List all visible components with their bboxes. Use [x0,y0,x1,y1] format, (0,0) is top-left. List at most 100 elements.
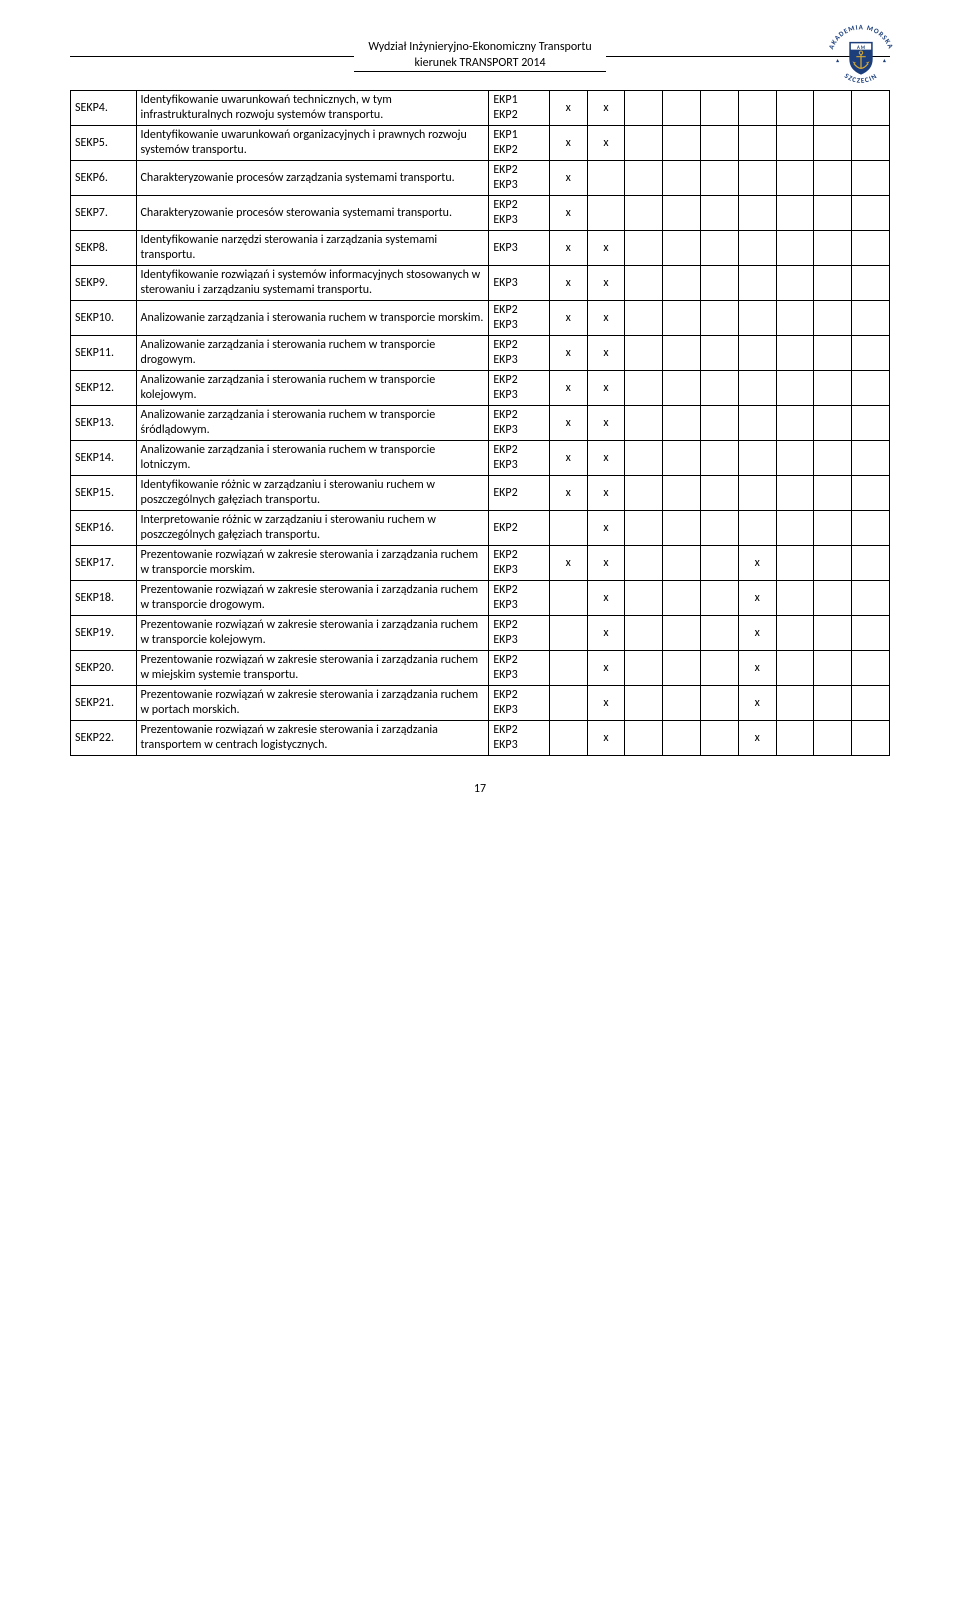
row-description: Prezentowanie rozwiązań w zakresie stero… [136,686,489,721]
mark-cell: x [549,91,587,126]
row-description: Identyfikowanie uwarunkowań technicznych… [136,91,489,126]
row-id: SEKP9. [71,266,137,301]
mark-cell [625,721,663,756]
mark-cell: x [587,301,625,336]
mark-cell [776,546,814,581]
mark-cell [814,651,852,686]
row-id: SEKP14. [71,441,137,476]
row-id: SEKP12. [71,371,137,406]
row-description: Identyfikowanie uwarunkowań organizacyjn… [136,126,489,161]
row-description: Charakteryzowanie procesów sterowania sy… [136,196,489,231]
row-id: SEKP6. [71,161,137,196]
mark-cell [738,266,776,301]
row-description: Analizowanie zarządzania i sterowania ru… [136,371,489,406]
mark-cell: x [738,546,776,581]
mark-cell [663,546,701,581]
mark-cell [776,441,814,476]
mark-cell [814,161,852,196]
mark-cell [776,616,814,651]
mark-cell [549,721,587,756]
row-description: Prezentowanie rozwiązań w zakresie stero… [136,721,489,756]
row-ekp: EKP2EKP3 [489,336,549,371]
mark-cell [814,301,852,336]
row-description: Prezentowanie rozwiązań w zakresie stero… [136,546,489,581]
row-ekp: EKP2EKP3 [489,721,549,756]
mark-cell [700,336,738,371]
table-row: SEKP12.Analizowanie zarządzania i sterow… [71,371,890,406]
mark-cell [663,126,701,161]
mark-cell [738,301,776,336]
table-row: SEKP20.Prezentowanie rozwiązań w zakresi… [71,651,890,686]
mark-cell [549,651,587,686]
table-row: SEKP16.Interpretowanie różnic w zarządza… [71,511,890,546]
row-ekp: EKP2EKP3 [489,546,549,581]
mark-cell [625,406,663,441]
mark-cell [625,231,663,266]
mark-cell [663,301,701,336]
mark-cell [776,231,814,266]
row-id: SEKP20. [71,651,137,686]
mark-cell [700,476,738,511]
mark-cell [738,231,776,266]
row-ekp: EKP2 [489,511,549,546]
mark-cell [814,196,852,231]
mark-cell [625,616,663,651]
mark-cell [625,581,663,616]
row-id: SEKP8. [71,231,137,266]
mark-cell [587,196,625,231]
header-title-block: Wydział Inżynieryjno-Ekonomiczny Transpo… [354,40,605,72]
mark-cell [738,371,776,406]
header-rule-left [70,56,354,57]
mark-cell [700,231,738,266]
mark-cell: x [587,406,625,441]
mark-cell [814,476,852,511]
row-description: Prezentowanie rozwiązań w zakresie stero… [136,581,489,616]
sekp-table: SEKP4.Identyfikowanie uwarunkowań techni… [70,90,890,756]
mark-cell [776,721,814,756]
row-ekp: EKP2EKP3 [489,301,549,336]
row-ekp: EKP2EKP3 [489,406,549,441]
table-row: SEKP4.Identyfikowanie uwarunkowań techni… [71,91,890,126]
mark-cell: x [549,161,587,196]
mark-cell [852,336,890,371]
mark-cell [700,651,738,686]
mark-cell: x [549,231,587,266]
mark-cell [700,161,738,196]
mark-cell [663,511,701,546]
table-row: SEKP21.Prezentowanie rozwiązań w zakresi… [71,686,890,721]
mark-cell [700,266,738,301]
mark-cell [852,581,890,616]
table-row: SEKP22.Prezentowanie rozwiązań w zakresi… [71,721,890,756]
mark-cell: x [587,651,625,686]
mark-cell: x [587,91,625,126]
mark-cell [852,546,890,581]
mark-cell [814,546,852,581]
row-description: Analizowanie zarządzania i sterowania ru… [136,301,489,336]
mark-cell: x [587,266,625,301]
mark-cell [852,651,890,686]
table-row: SEKP10.Analizowanie zarządzania i sterow… [71,301,890,336]
mark-cell [852,161,890,196]
mark-cell: x [587,581,625,616]
row-ekp: EKP2EKP3 [489,371,549,406]
mark-cell [625,546,663,581]
mark-cell [814,406,852,441]
mark-cell [625,161,663,196]
mark-cell [663,581,701,616]
mark-cell [852,371,890,406]
mark-cell [852,686,890,721]
mark-cell [663,686,701,721]
mark-cell [700,721,738,756]
mark-cell [663,231,701,266]
page-number: 17 [474,782,486,796]
mark-cell: x [587,476,625,511]
mark-cell [625,336,663,371]
row-description: Identyfikowanie rozwiązań i systemów inf… [136,266,489,301]
mark-cell [738,441,776,476]
mark-cell: x [738,651,776,686]
row-description: Analizowanie zarządzania i sterowania ru… [136,441,489,476]
mark-cell [700,511,738,546]
mark-cell: x [738,581,776,616]
mark-cell [814,616,852,651]
table-row: SEKP11.Analizowanie zarządzania i sterow… [71,336,890,371]
